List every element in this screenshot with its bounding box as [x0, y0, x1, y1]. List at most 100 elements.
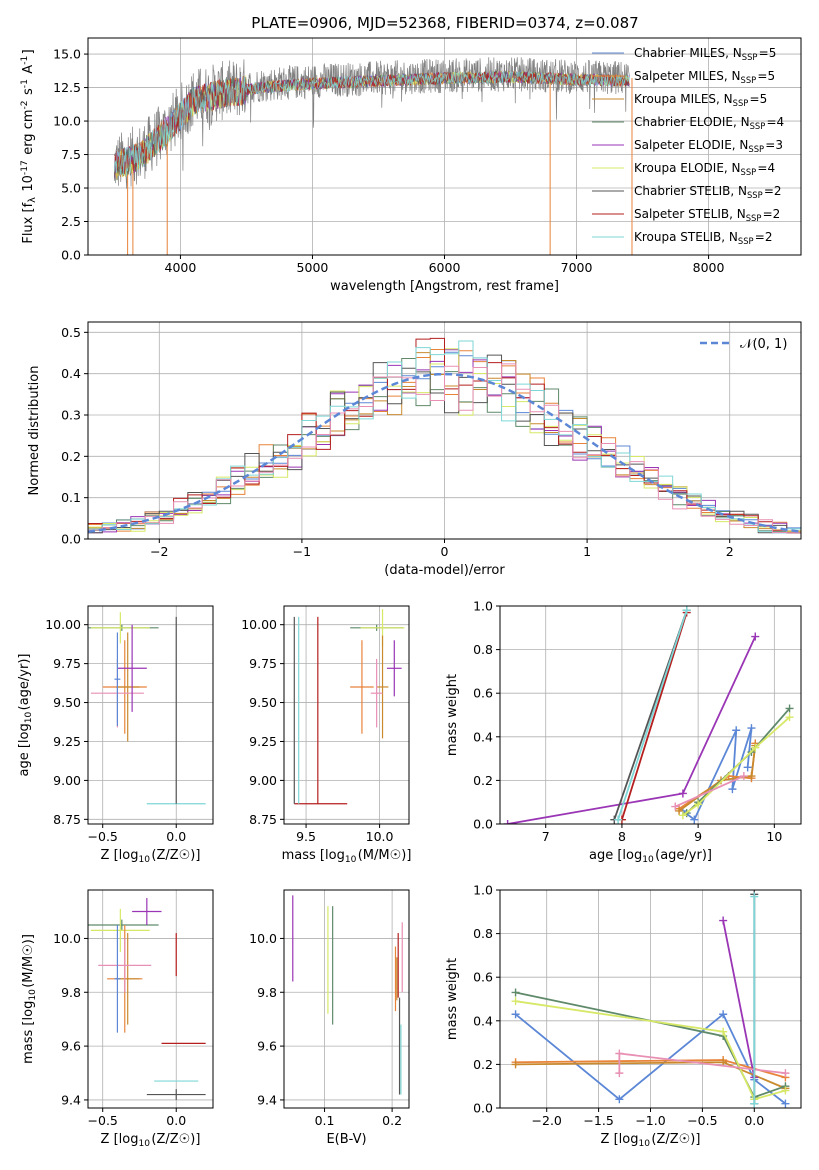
x-tick-label: 4000	[165, 260, 197, 275]
x-tick-label: −2.0	[532, 1113, 562, 1128]
y-axis-label: Flux [fλ 10-17 erg cm-2 s-1 A-1 ]	[20, 49, 38, 243]
point-marker	[747, 772, 756, 781]
series-line	[617, 610, 688, 820]
y-tick-label: 8.75	[249, 812, 277, 827]
series-line	[722, 920, 756, 1078]
x-tick-label: 10	[766, 829, 782, 844]
y-tick-label: 9.50	[53, 695, 81, 710]
point-marker	[719, 1010, 728, 1019]
y-tick-label: 0.6	[473, 970, 493, 985]
y-tick-label: 15.0	[53, 47, 81, 62]
point-marker	[728, 785, 737, 794]
point-marker	[781, 1099, 790, 1108]
panel-residuals: −2 −1 0 1 2 0.0 0.1 0.2 0.3 0.4 0.5 (data-model)/er…	[27, 321, 802, 578]
y-axis-label: mass [log10 (M/M☉)]	[21, 934, 38, 1064]
errorbar	[114, 924, 121, 1033]
residual-histogram	[88, 351, 801, 534]
y-tick-label: 0.4	[473, 729, 493, 744]
x-tick-label: 9	[694, 829, 702, 844]
x-tick-label: 0.1	[315, 1113, 335, 1128]
y-tick-label: 9.00	[53, 773, 81, 788]
x-tick-label: 5000	[297, 260, 329, 275]
x-axis-label: mass [log10 (M/M☉)]	[282, 848, 412, 865]
y-tick-label: 0.0	[473, 1101, 493, 1116]
gaussian-curve	[88, 372, 801, 533]
x-tick-label: 6000	[429, 260, 461, 275]
point-marker	[694, 800, 703, 809]
errorbar	[114, 632, 121, 726]
legend-entry: Salpeter ELODIE, NSSP =3	[634, 138, 783, 154]
y-tick-label: 9.6	[257, 1039, 277, 1054]
x-tick-label: 0.0	[166, 829, 186, 844]
x-tick-label: 10.0	[366, 829, 394, 844]
point-marker	[615, 1069, 624, 1078]
mass-weight-series	[503, 632, 760, 824]
point-marker	[743, 763, 752, 772]
point-marker	[511, 1010, 520, 1019]
errorbar	[386, 640, 402, 697]
axes-frame	[499, 605, 802, 825]
legend-entry: Chabrier STELIB, NSSP =2	[634, 184, 782, 200]
x-tick-label: −0.5	[88, 829, 118, 844]
y-tick-label: 2.5	[61, 214, 81, 229]
x-axis-label: age [log10 (age/yr)]	[589, 848, 712, 865]
errorbar	[98, 938, 152, 993]
mass-weight-series	[678, 713, 794, 820]
y-tick-label: 9.8	[257, 985, 277, 1000]
panel-massweight_vs_age: 7 8 9 10 0.0 0.2 0.4 0.6 0.8 1.0 age [log10 (age/y…	[445, 599, 802, 865]
point-marker	[682, 606, 691, 615]
y-tick-label: 0.8	[473, 642, 493, 657]
plot-area	[293, 609, 405, 805]
mass-weight-series	[671, 772, 748, 811]
residual-histogram	[88, 354, 801, 534]
panel-massweight_vs_Z: −2.0 −1.5 −1.0 −0.5 0.0 0.0 0.2 0.4 0.6 0.8 1.0 Z […	[445, 883, 802, 1149]
point-marker	[690, 815, 699, 824]
x-tick-label: 2	[726, 544, 734, 559]
mass-weight-series	[750, 892, 759, 1108]
panel-age_vs_mass: 9.5 10.0 8.75 9.00 9.25 9.50 9.75 10.00 mass [lo…	[241, 605, 412, 865]
errorbar	[376, 635, 389, 739]
x-axis-label: Z [log10 (Z/Z☉)]	[601, 1132, 701, 1149]
y-tick-label: 0.3	[61, 408, 81, 423]
y-tick-label: 10.0	[53, 931, 81, 946]
point-marker	[511, 997, 520, 1006]
point-marker	[781, 1069, 790, 1078]
plot-area	[88, 898, 206, 1100]
y-tick-label: 0.0	[61, 248, 81, 263]
axes-frame	[283, 605, 410, 825]
panel-mass_vs_EBV: 0.1 0.2 9.4 9.6 9.8 10.0 E(B-V)	[249, 889, 410, 1147]
y-tick-label: 10.00	[45, 617, 81, 632]
errorbar	[90, 908, 150, 952]
mass-weight-series	[617, 608, 691, 824]
y-tick-label: 9.4	[61, 1092, 81, 1107]
point-marker	[747, 724, 756, 733]
legend: Chabrier MILES, NSSP =5 Salpeter MILES, N…	[592, 46, 784, 246]
errorbar	[88, 919, 159, 931]
y-tick-label: 0.4	[473, 1013, 493, 1028]
point-marker	[785, 713, 794, 722]
legend-entry: Kroupa MILES, NSSP =5	[634, 92, 767, 108]
series-line	[682, 727, 753, 822]
point-marker	[615, 1095, 624, 1104]
x-tick-label: −0.5	[687, 1113, 717, 1128]
plot-area	[88, 337, 801, 534]
y-tick-label: 9.8	[61, 985, 81, 1000]
residual-histogram	[88, 348, 801, 533]
x-axis-label: Z [log10 (Z/Z☉)]	[101, 848, 201, 865]
y-tick-label: 1.0	[473, 883, 493, 898]
y-tick-label: 9.50	[249, 695, 277, 710]
plot-area	[292, 895, 403, 1095]
x-tick-label: 8	[618, 829, 626, 844]
y-tick-label: 1.0	[473, 599, 493, 614]
x-tick-label: −2	[150, 544, 168, 559]
y-tick-label: 0.0	[473, 817, 493, 832]
y-axis-label: age [log10 (age/yr)]	[17, 654, 34, 777]
residual-histogram	[88, 349, 801, 533]
plot-area	[88, 612, 206, 805]
x-tick-label: −0.5	[88, 1113, 118, 1128]
y-tick-label: 10.00	[241, 617, 277, 632]
legend-entry: Salpeter MILES, NSSP =5	[634, 69, 775, 85]
point-marker	[751, 632, 760, 641]
axes-frame	[283, 889, 410, 1109]
point-marker	[678, 811, 687, 820]
